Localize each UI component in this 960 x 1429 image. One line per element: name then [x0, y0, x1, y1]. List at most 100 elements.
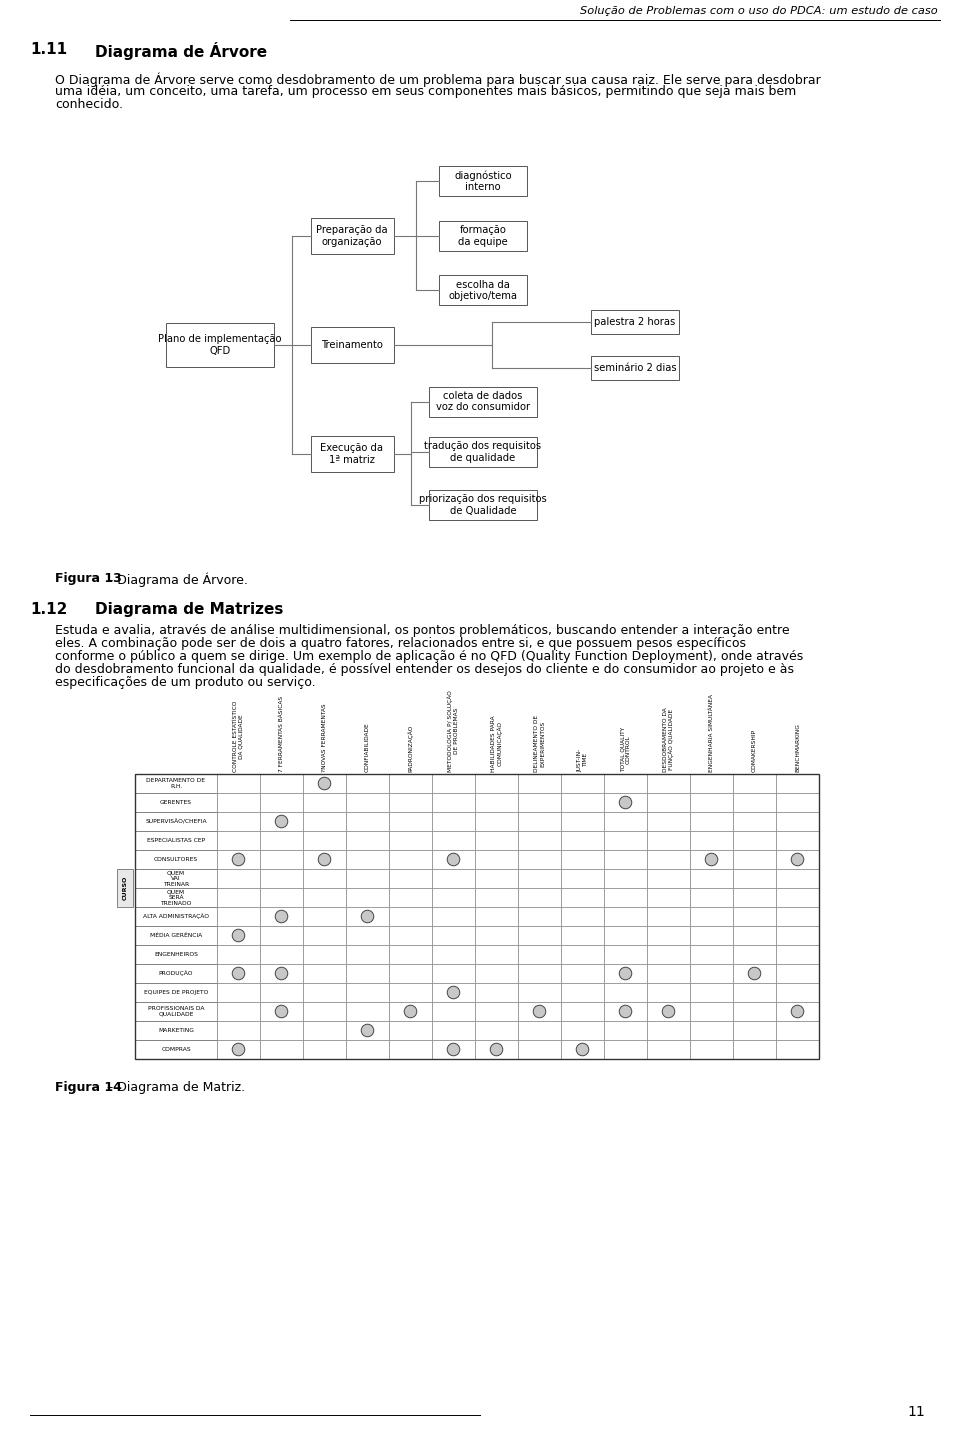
Bar	[310, 327, 394, 363]
Text: MARKETING: MARKETING	[158, 1027, 194, 1033]
Bar	[260, 869, 303, 887]
Text: conhecido.: conhecido.	[55, 99, 123, 111]
Bar	[776, 850, 819, 869]
Bar	[690, 1002, 733, 1020]
Bar	[303, 965, 346, 983]
Circle shape	[361, 910, 373, 923]
Bar	[647, 926, 690, 945]
Bar	[647, 812, 690, 832]
Text: JUST-IN-
TIME: JUST-IN- TIME	[577, 749, 588, 772]
Bar	[647, 907, 690, 926]
Bar	[690, 793, 733, 812]
Bar	[432, 832, 475, 850]
Bar	[690, 832, 733, 850]
Bar	[604, 907, 647, 926]
Circle shape	[619, 1005, 632, 1017]
Bar	[389, 850, 432, 869]
Bar	[604, 887, 647, 907]
Bar	[303, 812, 346, 832]
Bar	[561, 869, 604, 887]
Circle shape	[276, 1005, 288, 1017]
Text: Figura 14: Figura 14	[55, 1080, 122, 1095]
Bar	[217, 812, 260, 832]
Bar	[475, 907, 518, 926]
Bar	[389, 775, 432, 793]
Bar	[733, 775, 776, 793]
Circle shape	[447, 986, 460, 999]
Bar	[303, 945, 346, 965]
Bar	[518, 887, 561, 907]
Bar	[432, 965, 475, 983]
Bar	[260, 887, 303, 907]
Bar	[346, 1040, 389, 1059]
Bar	[117, 869, 133, 907]
Bar	[346, 832, 389, 850]
Circle shape	[662, 1005, 675, 1017]
Bar	[346, 869, 389, 887]
Bar	[389, 832, 432, 850]
Bar	[604, 869, 647, 887]
Bar	[561, 832, 604, 850]
Bar	[690, 869, 733, 887]
Bar	[647, 983, 690, 1002]
Bar	[217, 1040, 260, 1059]
Bar	[690, 887, 733, 907]
Bar	[518, 926, 561, 945]
Bar	[604, 983, 647, 1002]
Bar	[604, 965, 647, 983]
Bar	[303, 850, 346, 869]
Bar	[591, 356, 679, 380]
Bar	[733, 945, 776, 965]
Bar	[217, 1002, 260, 1020]
Bar	[604, 832, 647, 850]
Bar	[604, 812, 647, 832]
Bar	[776, 926, 819, 945]
Bar	[690, 907, 733, 926]
Bar	[135, 775, 819, 1059]
Circle shape	[276, 815, 288, 827]
Bar	[303, 832, 346, 850]
Bar	[346, 945, 389, 965]
Bar	[647, 945, 690, 965]
Bar	[135, 775, 217, 793]
Bar	[690, 1040, 733, 1059]
Text: seminário 2 dias: seminário 2 dias	[593, 363, 676, 373]
Bar	[475, 887, 518, 907]
Bar	[429, 490, 537, 520]
Bar	[776, 775, 819, 793]
Text: CONSULTORES: CONSULTORES	[154, 857, 198, 862]
Circle shape	[232, 1043, 245, 1056]
Text: Treinamento: Treinamento	[321, 340, 383, 350]
Bar	[135, 832, 217, 850]
Bar	[346, 926, 389, 945]
Bar	[135, 850, 217, 869]
Text: BENCHMARKING: BENCHMARKING	[795, 723, 800, 772]
Bar	[260, 793, 303, 812]
Text: 1.12: 1.12	[30, 602, 67, 617]
Bar	[389, 926, 432, 945]
Bar	[217, 793, 260, 812]
Text: METODOLOGIA P/ SOLUÇÃO
DE PROBLEMAS: METODOLOGIA P/ SOLUÇÃO DE PROBLEMAS	[447, 690, 459, 772]
Bar	[647, 1020, 690, 1040]
Bar	[604, 1002, 647, 1020]
Bar	[647, 775, 690, 793]
Text: DESDOBRAMENTO DA
FUNÇÃO QUALIDADE: DESDOBRAMENTO DA FUNÇÃO QUALIDADE	[662, 707, 674, 772]
Bar	[432, 926, 475, 945]
Text: 7 FERRAMENTAS BÁSICAS: 7 FERRAMENTAS BÁSICAS	[279, 696, 284, 772]
Bar	[260, 1002, 303, 1020]
Bar	[561, 850, 604, 869]
Circle shape	[791, 1005, 804, 1017]
Circle shape	[576, 1043, 588, 1056]
Bar	[475, 983, 518, 1002]
Bar	[346, 850, 389, 869]
Text: QUEM
SERÁ
TREINADO: QUEM SERÁ TREINADO	[160, 889, 192, 906]
Circle shape	[318, 777, 331, 790]
Bar	[135, 965, 217, 983]
Bar	[690, 983, 733, 1002]
Bar	[389, 1002, 432, 1020]
Bar	[432, 983, 475, 1002]
Bar	[260, 832, 303, 850]
Bar	[475, 812, 518, 832]
Circle shape	[748, 967, 760, 980]
Bar	[303, 1002, 346, 1020]
